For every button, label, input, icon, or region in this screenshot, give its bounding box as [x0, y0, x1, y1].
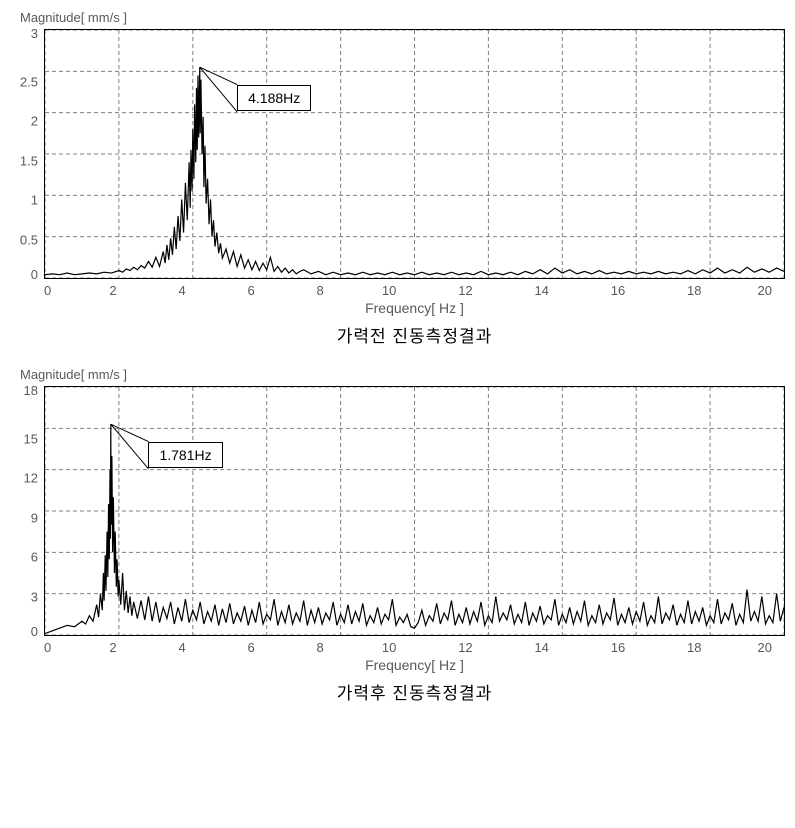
x-tick-label: 0	[44, 283, 51, 298]
x-axis-title: Frequency[ Hz ]	[44, 657, 785, 673]
callout-leader	[200, 67, 237, 112]
callout-label: 4.188Hz	[248, 90, 300, 106]
callout-leader	[111, 424, 149, 469]
x-tick-label: 18	[687, 283, 701, 298]
y-tick-label: 3	[31, 27, 38, 40]
x-axis-ticks: 0 2 4 6 8 10 12 14 16 18 20	[44, 279, 785, 298]
x-tick-label: 10	[382, 640, 396, 655]
x-tick-label: 16	[611, 283, 625, 298]
y-tick-label: 12	[24, 472, 38, 485]
y-tick-label: 18	[24, 384, 38, 397]
y-tick-label: 2.5	[20, 75, 38, 88]
x-tick-label: 4	[178, 640, 185, 655]
x-tick-label: 2	[109, 283, 116, 298]
x-tick-label: 18	[687, 640, 701, 655]
y-axis-ticks: 18 15 12 9 6 3 0	[10, 386, 44, 636]
x-tick-label: 20	[757, 640, 771, 655]
plot-area: 1.781Hz	[44, 386, 785, 636]
x-axis-title: Frequency[ Hz ]	[44, 300, 785, 316]
x-tick-label: 10	[382, 283, 396, 298]
peak-callout: 4.188Hz	[237, 85, 311, 111]
x-tick-label: 16	[611, 640, 625, 655]
x-tick-label: 2	[109, 640, 116, 655]
x-axis-ticks: 0 2 4 6 8 10 12 14 16 18 20	[44, 636, 785, 655]
x-tick-label: 12	[458, 283, 472, 298]
x-tick-label: 4	[178, 283, 185, 298]
y-tick-label: 3	[31, 590, 38, 603]
y-tick-label: 15	[24, 432, 38, 445]
y-axis-ticks: 3 2.5 2 1.5 1 0.5 0	[10, 29, 44, 279]
chart-caption: 가력후 진동측정결과	[44, 679, 785, 704]
x-tick-label: 14	[534, 640, 548, 655]
chart-before-load: Magnitude[ mm/s ] 32.521.510.50 4.188Hz …	[10, 10, 785, 347]
y-tick-label: 9	[31, 511, 38, 524]
y-tick-label: 1.5	[20, 154, 38, 167]
plot-area: 4.188Hz	[44, 29, 785, 279]
x-tick-label: 8	[317, 640, 324, 655]
callout-label: 1.781Hz	[159, 447, 211, 463]
y-tick-label: 1	[31, 194, 38, 207]
chart-after-load: Magnitude[ mm/s ] 18 15 12 9 6 3 0 1.781Hz 0 2 4…	[10, 367, 785, 704]
peak-callout: 1.781Hz	[148, 442, 222, 468]
y-tick-label: 2	[31, 115, 38, 128]
y-tick-label: 6	[31, 551, 38, 564]
x-tick-label: 8	[317, 283, 324, 298]
x-tick-label: 12	[458, 640, 472, 655]
y-tick-label: 0	[31, 268, 38, 281]
x-tick-label: 6	[247, 283, 254, 298]
y-axis-title: Magnitude[ mm/s ]	[10, 367, 785, 382]
y-tick-label: 0	[31, 625, 38, 638]
x-tick-label: 6	[247, 640, 254, 655]
x-tick-label: 20	[757, 283, 771, 298]
y-tick-label: 0.5	[20, 233, 38, 246]
x-tick-label: 0	[44, 640, 51, 655]
y-axis-title: Magnitude[ mm/s ]	[10, 10, 785, 25]
x-tick-label: 14	[534, 283, 548, 298]
chart-caption: 가력전 진동측정결과	[44, 322, 785, 347]
